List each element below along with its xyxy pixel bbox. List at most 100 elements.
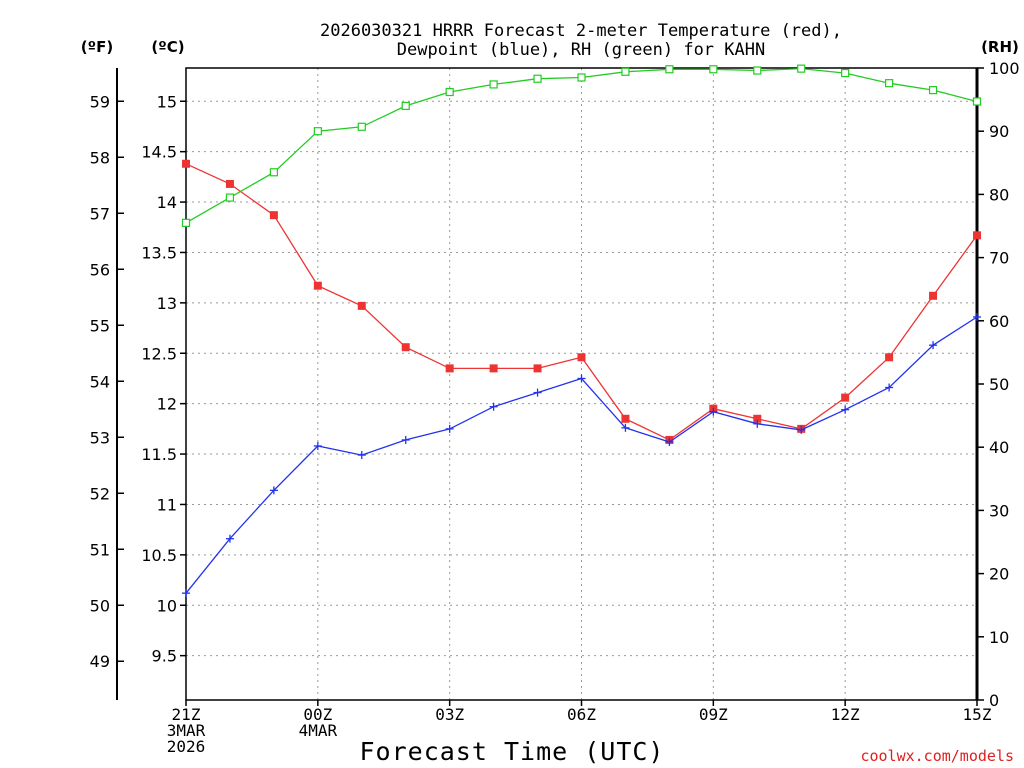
temperature-marker <box>489 364 498 373</box>
rh-marker <box>841 68 850 78</box>
fahrenheit-tick-label: 58 <box>90 148 110 167</box>
x-tick-label: 2026 <box>167 737 206 756</box>
x-tick-label: 00Z <box>303 705 332 724</box>
temperature-marker <box>269 211 278 220</box>
fahrenheit-tick-label: 51 <box>90 540 110 559</box>
grid-lines <box>186 68 977 700</box>
rh-marker <box>269 168 278 177</box>
credit-text: coolwx.com/models <box>860 747 1014 765</box>
dewpoint-marker <box>313 441 322 450</box>
temperature-marker <box>885 353 894 362</box>
dewpoint-marker <box>621 423 630 432</box>
rh-marker <box>709 65 718 74</box>
fahrenheit-tick-label: 59 <box>90 92 110 111</box>
dewpoint-marker <box>973 312 981 321</box>
x-tick-label: 09Z <box>699 705 728 724</box>
dewpoint-marker <box>841 405 850 414</box>
fahrenheit-tick-label: 50 <box>90 596 110 615</box>
dewpoint-marker <box>401 435 410 444</box>
celsius-tick-label: 13 <box>157 294 177 313</box>
celsius-tick-label: 11 <box>157 495 177 514</box>
temperature-marker <box>841 393 850 402</box>
fahrenheit-tick-label: 54 <box>90 372 110 391</box>
celsius-tick-label: 13.5 <box>141 243 177 262</box>
rh-tick-label: 50 <box>989 375 1009 394</box>
celsius-tick-label: 9.5 <box>152 647 177 666</box>
rh-marker <box>489 80 498 89</box>
fahrenheit-tick-label: 53 <box>90 428 110 447</box>
temperature-marker <box>621 414 630 423</box>
temperature-marker <box>973 231 981 240</box>
temperature-marker <box>577 353 586 362</box>
rh-marker <box>181 218 191 227</box>
celsius-tick-label: 14 <box>157 193 177 212</box>
fahrenheit-tick-label: 56 <box>90 260 110 279</box>
rh-marker <box>885 79 894 88</box>
rh-tick-label: 90 <box>989 122 1009 141</box>
rh-tick-label: 20 <box>989 565 1009 584</box>
celsius-tick-label: 12.5 <box>141 344 177 363</box>
temperature-marker <box>929 291 938 300</box>
dewpoint-marker <box>753 419 762 428</box>
x-tick-label: 4MAR <box>299 721 338 740</box>
rh-marker <box>533 74 542 83</box>
rh-tick-label: 10 <box>989 628 1009 647</box>
dewpoint-marker <box>797 425 806 434</box>
celsius-tick-label: 12 <box>157 395 177 414</box>
dewpoint-marker <box>665 437 674 446</box>
temperature-marker <box>753 414 762 423</box>
rh-marker <box>928 86 938 95</box>
dewpoint-marker <box>445 424 454 433</box>
fahrenheit-tick-label: 52 <box>90 484 110 503</box>
chart-title-line-2: Dewpoint (blue), RH (green) for KAHN <box>397 40 765 60</box>
rh-marker <box>972 97 982 106</box>
dewpoint-marker <box>182 589 190 598</box>
rh-marker <box>753 66 762 75</box>
fahrenheit-tick-label: 57 <box>90 204 110 223</box>
rh-tick-label: 30 <box>989 501 1009 520</box>
temperature-marker <box>313 281 322 290</box>
dewpoint-marker <box>357 451 366 460</box>
rh-line <box>185 67 978 224</box>
chart-title-line-1: 2026030321 HRRR Forecast 2-meter Tempera… <box>320 21 842 41</box>
celsius-tick-label: 14.5 <box>141 143 177 162</box>
rh-marker <box>357 122 366 131</box>
dewpoint-marker <box>577 374 586 383</box>
rh-marker <box>225 193 235 202</box>
x-tick-label: 15Z <box>963 705 992 724</box>
rh-tick-label: 0 <box>989 691 999 710</box>
dewpoint-marker <box>489 402 498 411</box>
x-tick-label: 12Z <box>831 705 860 724</box>
rh-tick-label: 70 <box>989 249 1009 268</box>
celsius-tick-label: 10 <box>157 596 177 615</box>
series-layer <box>181 64 982 598</box>
rh-marker <box>665 65 674 74</box>
dewpoint-marker <box>225 534 234 543</box>
rh-tick-label: 60 <box>989 312 1009 331</box>
temperature-marker <box>401 343 410 352</box>
rh-tick-label: 100 <box>989 59 1020 78</box>
rh-marker <box>445 87 454 97</box>
fahrenheit-unit-label: (ºF) <box>81 38 113 56</box>
dewpoint-marker <box>709 407 718 416</box>
temperature-marker <box>182 159 190 168</box>
celsius-tick-label: 11.5 <box>141 445 177 464</box>
rh-marker <box>313 127 322 136</box>
x-tick-label: 03Z <box>435 705 464 724</box>
axes: 9.5 10 10.5 11 11.5 12 12.5 13 13.5 14 14.5 15 49 50 5… <box>90 59 1020 756</box>
fahrenheit-tick-label: 55 <box>90 316 110 335</box>
temperature-marker <box>225 179 234 188</box>
fahrenheit-tick-label: 49 <box>90 652 110 671</box>
x-tick-label: 21Z <box>172 705 201 724</box>
rh-marker <box>797 64 806 73</box>
x-tick-label: 3MAR <box>167 721 206 740</box>
celsius-unit-label: (ºC) <box>151 38 184 56</box>
rh-marker <box>577 73 586 82</box>
rh-tick-label: 80 <box>989 185 1009 204</box>
x-tick-label: 06Z <box>567 705 596 724</box>
temperature-marker <box>357 301 366 310</box>
rh-marker <box>401 101 410 111</box>
temperature-marker <box>445 364 454 373</box>
temperature-marker <box>533 364 542 373</box>
rh-marker <box>621 67 630 76</box>
